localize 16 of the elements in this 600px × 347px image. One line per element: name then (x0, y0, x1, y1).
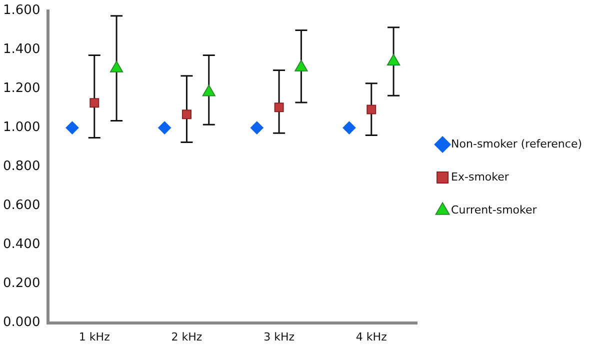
legend-label: Non-smoker (reference) (451, 137, 582, 150)
y-tick-label: 0.600 (3, 198, 40, 214)
y-tick-label: 1.000 (3, 120, 40, 136)
y-tick-label: 0.800 (3, 159, 40, 174)
x-tick-label: 3 kHz (264, 330, 295, 344)
legend-label: Current-smoker (451, 203, 538, 216)
legend-label: Ex-smoker (451, 170, 510, 184)
y-tick-label: 0.400 (3, 237, 40, 252)
y-tick-label: 1.400 (3, 42, 40, 58)
x-tick-label: 2 kHz (171, 330, 202, 344)
y-tick-label: 1.200 (3, 81, 40, 96)
x-tick-label: 1 kHz (78, 330, 110, 344)
x-tick-label: 4 kHz (356, 330, 388, 344)
y-tick-label: 0.200 (3, 276, 40, 292)
y-tick-label: 1.600 (3, 3, 40, 18)
y-tick-label: 0.000 (3, 315, 40, 330)
